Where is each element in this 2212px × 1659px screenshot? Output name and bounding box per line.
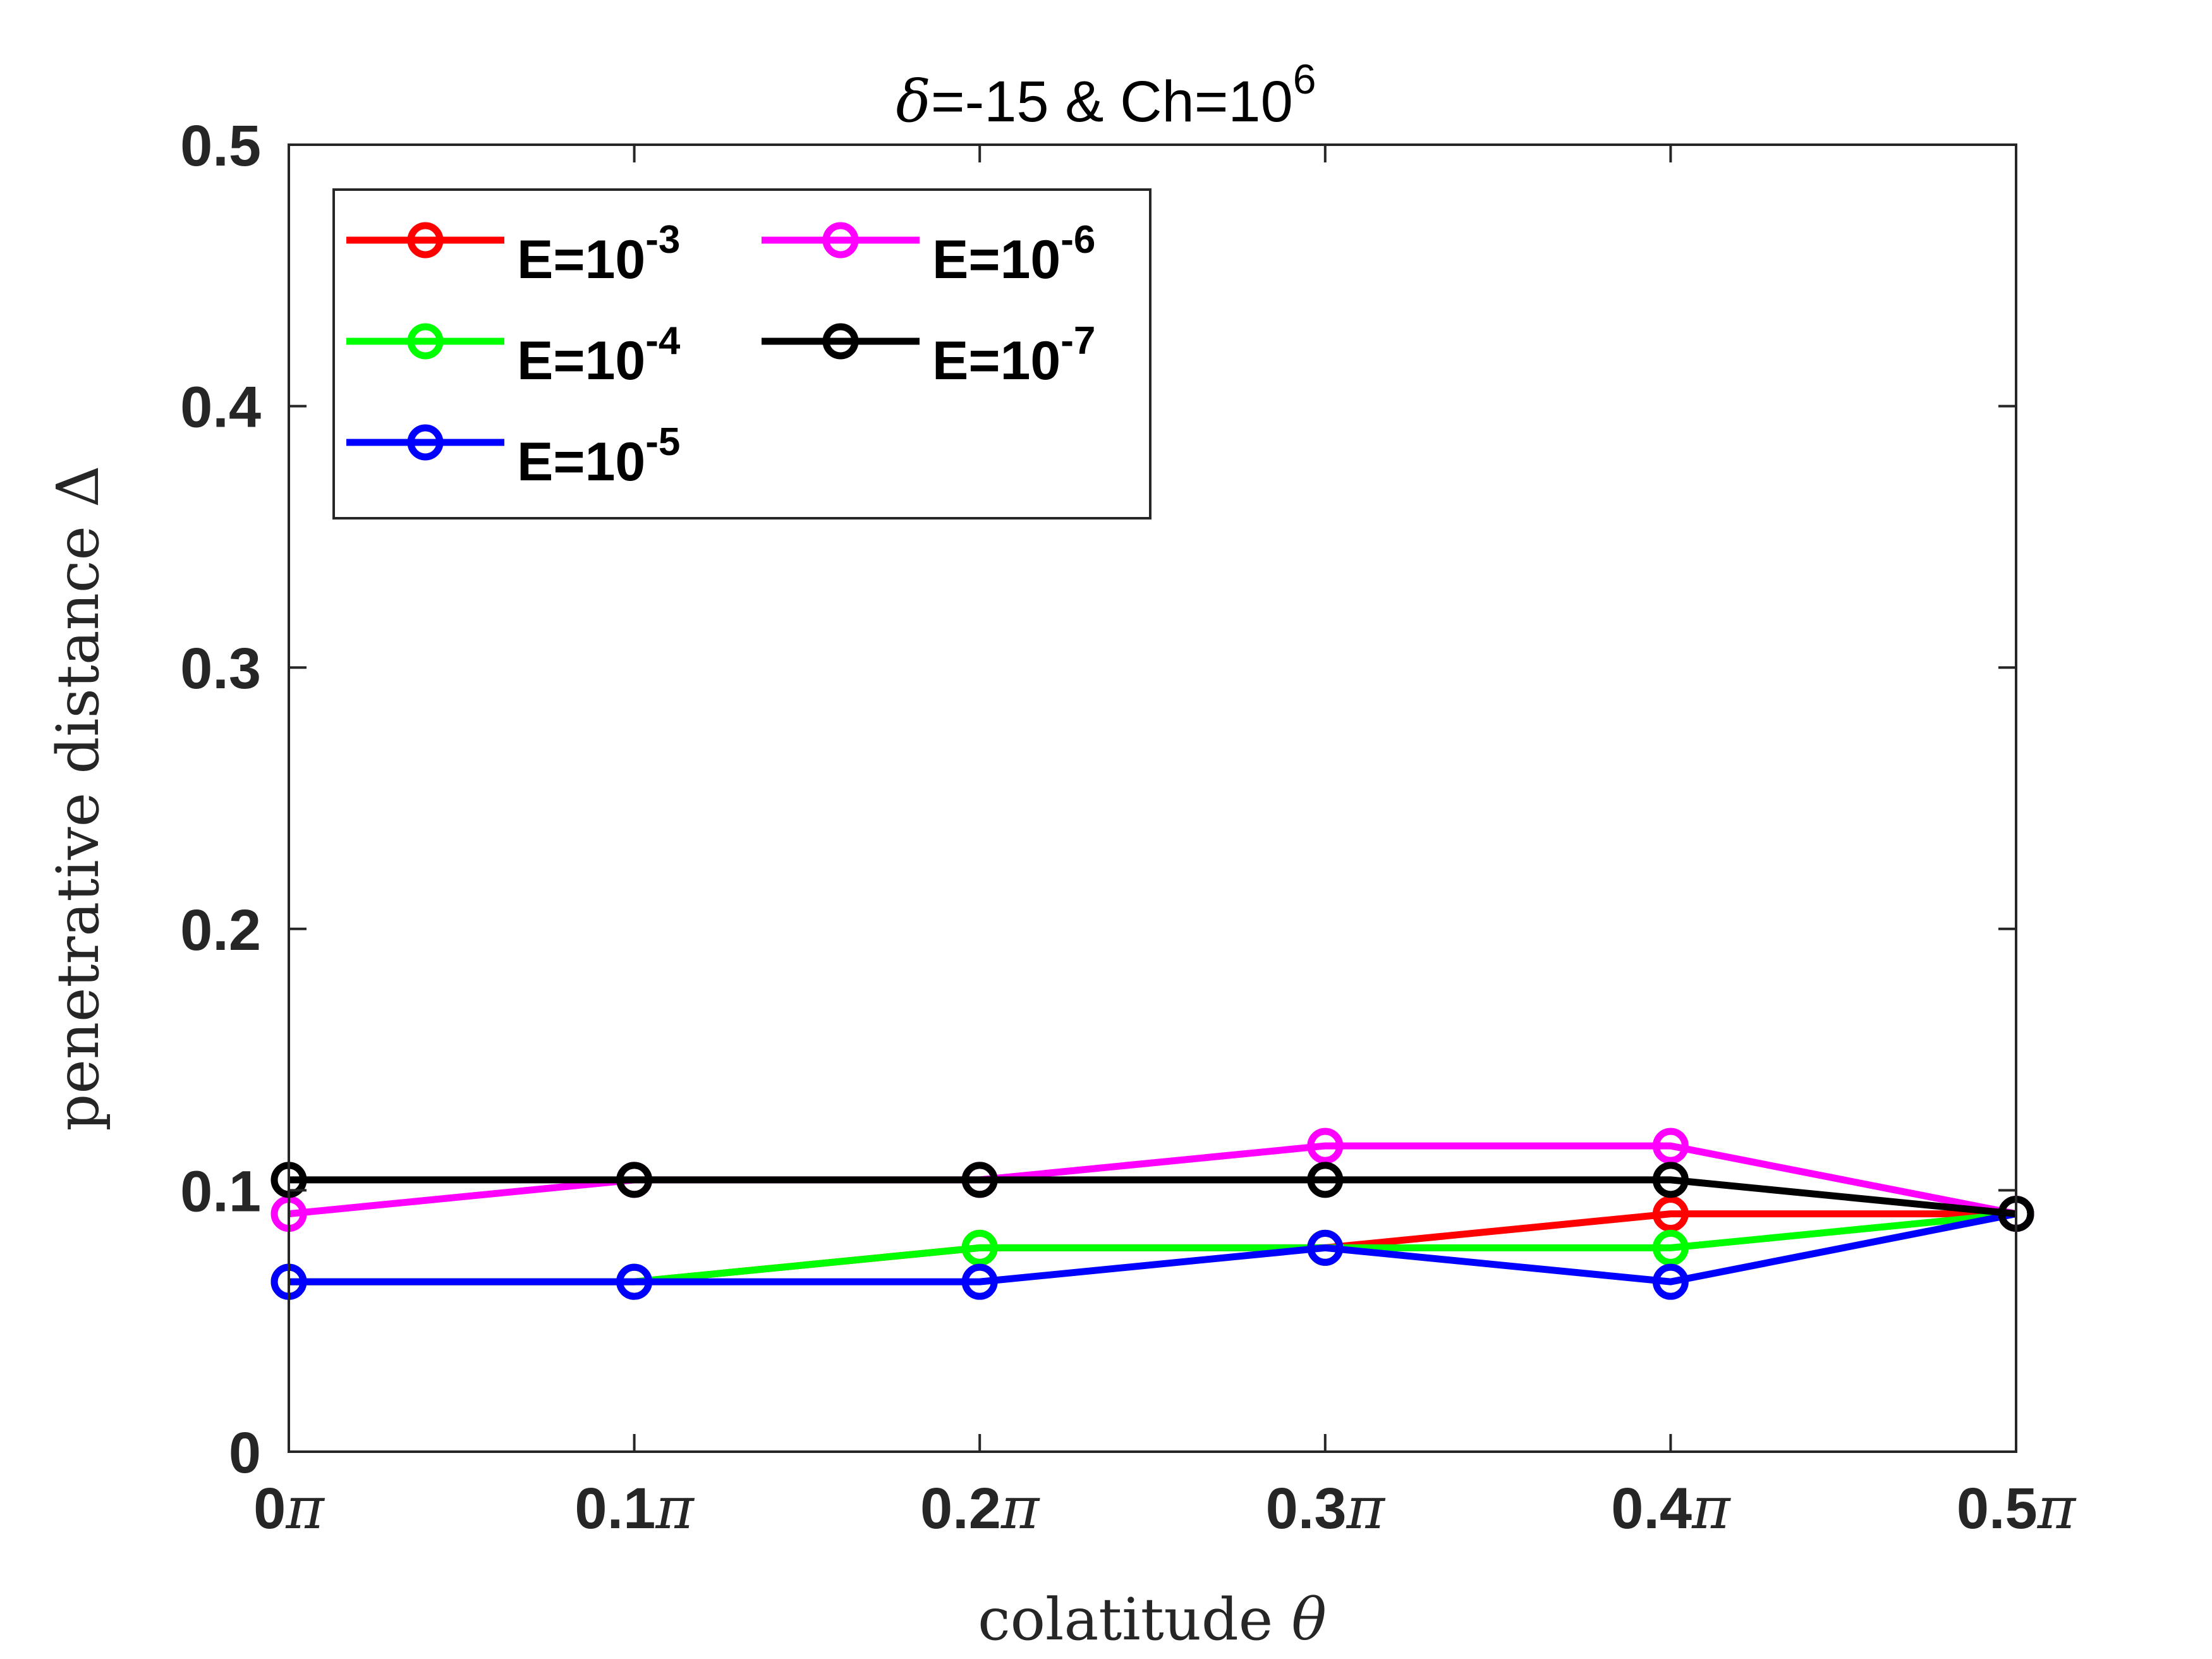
x-tick-pi-unit: π <box>655 1474 695 1542</box>
data-point <box>1652 1127 1689 1164</box>
x-tick-label: 0.4π <box>1611 1474 1731 1542</box>
x-axis-label: colatitude θ <box>978 1586 1327 1653</box>
x-tick-number: 0 <box>253 1476 286 1541</box>
legend-label-base: E=10 <box>517 331 645 391</box>
x-tick-number: 0.1 <box>574 1476 655 1541</box>
axis-ticks: 00.10.20.30.40.50π 0.1π 0.2π 0.3π 0.4π 0.5π <box>180 114 2077 1542</box>
legend: E=10-3E=10-4E=10-5E=10-6E=10-7 <box>332 188 1152 520</box>
axes-box <box>288 143 2017 1453</box>
data-point <box>1652 1263 1689 1300</box>
data-point <box>961 1263 998 1300</box>
data-point <box>1652 1229 1689 1266</box>
x-tick-label: 0.1π <box>574 1474 695 1542</box>
legend-label-exponent: -6 <box>1060 218 1095 262</box>
legend-box <box>332 188 1152 520</box>
title-superscript: 6 <box>1293 56 1316 102</box>
data-point <box>1652 1196 1689 1232</box>
x-tick-number: 0.4 <box>1611 1476 1692 1541</box>
data-point <box>1307 1127 1344 1164</box>
legend-label: E=10-3 <box>517 218 680 290</box>
data-point <box>1307 1229 1344 1266</box>
legend-label-base: E=10 <box>517 229 645 290</box>
legend-swatch-marker <box>407 424 444 461</box>
data-point <box>1307 1162 1344 1198</box>
legend-label: E=10-7 <box>932 319 1095 391</box>
x-tick-number: 0.3 <box>1266 1476 1347 1541</box>
legend-label-base: E=10 <box>932 229 1060 290</box>
y-axis-label-symbol: Δ <box>44 465 112 507</box>
data-point <box>616 1263 653 1300</box>
chart-title: δ=-15 & Ch=106 <box>896 56 1316 135</box>
legend-label-exponent: -7 <box>1060 319 1095 363</box>
legend-label-exponent: -4 <box>645 319 681 363</box>
legend-label: E=10-6 <box>932 218 1095 290</box>
legend-swatch-marker <box>407 323 444 360</box>
legend-swatch-marker <box>822 222 859 258</box>
x-tick-number: 0.2 <box>920 1476 1001 1541</box>
y-tick-label: 0.5 <box>180 114 261 178</box>
legend-label-base: E=10 <box>932 331 1060 391</box>
legend-swatch-marker <box>407 222 444 258</box>
legend-entry: E=10-6 <box>762 218 1095 290</box>
legend-label-base: E=10 <box>517 432 645 492</box>
y-tick-label: 0.2 <box>180 898 261 963</box>
x-tick-pi-unit: π <box>1000 1474 1040 1542</box>
data-point <box>961 1229 998 1266</box>
data-point <box>961 1162 998 1198</box>
legend-swatch-marker <box>822 323 859 360</box>
x-tick-number: 0.5 <box>1957 1476 2038 1541</box>
x-tick-pi-unit: π <box>2037 1474 2077 1542</box>
x-tick-label: 0π <box>253 1474 325 1542</box>
x-tick-pi-unit: π <box>1346 1474 1386 1542</box>
legend-entry: E=10-3 <box>346 218 680 290</box>
legend-entry: E=10-4 <box>346 319 681 391</box>
x-tick-label: 0.2π <box>920 1474 1040 1542</box>
legend-entry: E=10-7 <box>762 319 1095 391</box>
y-tick-label: 0.3 <box>180 636 261 701</box>
x-axis-label-text: colatitude <box>978 1586 1291 1653</box>
legend-label-exponent: -3 <box>645 218 680 262</box>
x-tick-label: 0.5π <box>1957 1474 2077 1542</box>
y-axis-label-text: penetrative distance <box>44 507 112 1131</box>
series-5 <box>270 1162 2034 1232</box>
legend-label: E=10-4 <box>517 319 681 391</box>
legend-label: E=10-5 <box>517 420 680 492</box>
series-line <box>289 1210 2017 1285</box>
x-axis-label-symbol: θ <box>1292 1586 1327 1653</box>
x-tick-label: 0.3π <box>1266 1474 1386 1542</box>
y-tick-label: 0.1 <box>180 1159 261 1224</box>
data-point <box>1652 1162 1689 1198</box>
x-tick-pi-unit: π <box>1691 1474 1731 1542</box>
data-point <box>616 1162 653 1198</box>
title-main-text: =-15 & Ch=10 <box>931 70 1293 134</box>
legend-label-exponent: -5 <box>645 420 680 464</box>
x-tick-pi-unit: π <box>285 1474 325 1542</box>
y-tick-label: 0.4 <box>180 375 261 440</box>
series-line <box>289 1176 2017 1218</box>
series-line <box>288 1142 2017 1218</box>
y-axis-label: penetrative distance Δ <box>44 465 112 1131</box>
title-delta-symbol: δ <box>896 68 931 135</box>
y-tick-label: 0 <box>229 1421 261 1485</box>
legend-entry: E=10-5 <box>346 420 680 492</box>
